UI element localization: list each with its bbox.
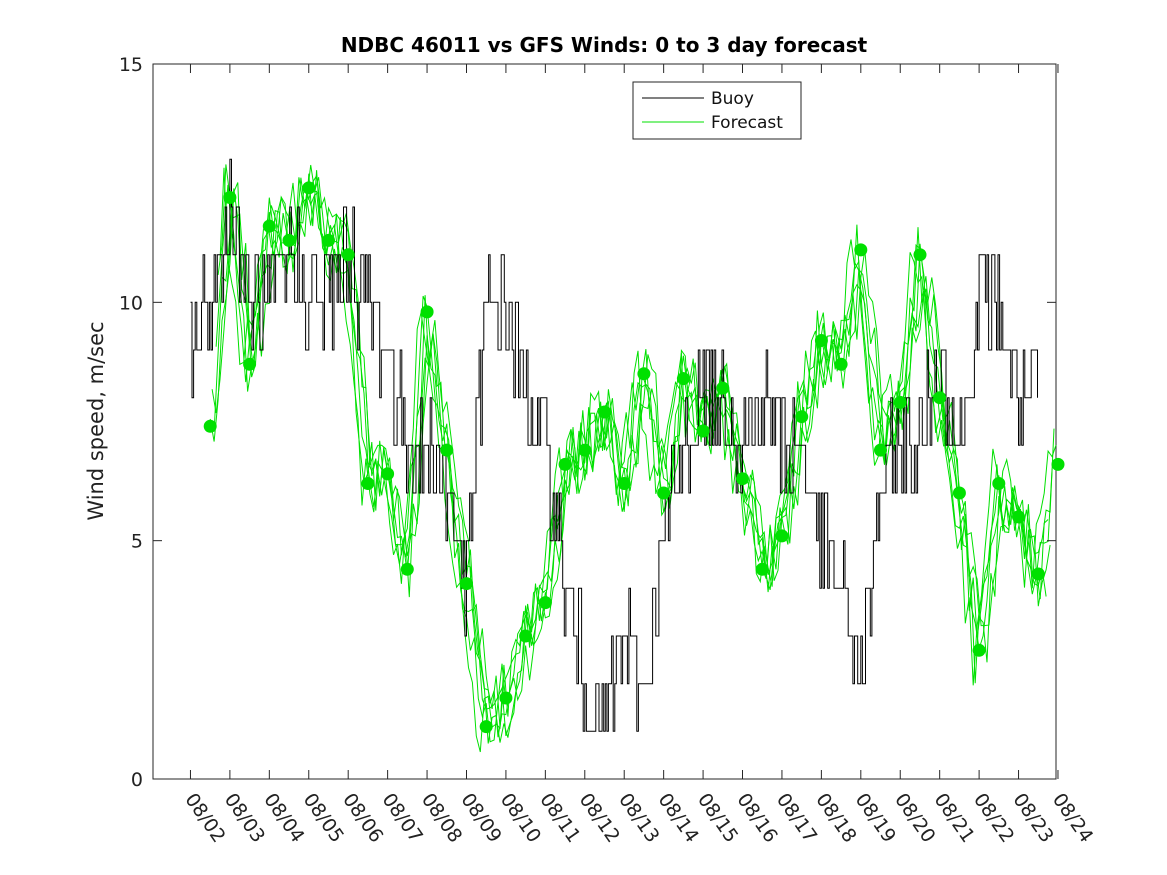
markers-layer	[203, 181, 1065, 734]
forecast-marker	[499, 691, 513, 705]
y-tick-label: 5	[131, 531, 143, 553]
forecast-marker	[795, 410, 809, 424]
forecast-trace	[213, 174, 1051, 737]
forecast-marker	[460, 577, 473, 591]
forecast-marker	[578, 443, 592, 457]
chart-title: NDBC 46011 vs GFS Winds: 0 to 3 day fore…	[341, 33, 868, 57]
y-tick-label: 0	[131, 769, 143, 791]
forecast-marker	[913, 248, 927, 262]
forecast-marker	[716, 381, 730, 395]
forecast-marker	[854, 243, 868, 257]
forecast-marker	[381, 467, 395, 481]
forecast-marker	[519, 629, 533, 643]
buoy-trace	[190, 158, 1038, 732]
forecast-marker	[203, 419, 217, 433]
forecast-marker	[834, 357, 848, 371]
forecast-marker	[558, 457, 572, 471]
forecast-marker	[341, 248, 355, 262]
legend-label-buoy: Buoy	[711, 89, 754, 109]
forecast-marker	[736, 472, 749, 486]
legend: Buoy Forecast	[632, 81, 802, 140]
forecast-marker	[755, 562, 769, 576]
forecast-marker	[775, 529, 789, 543]
forecast-marker	[400, 562, 414, 576]
y-axis: 0 5 10 15	[119, 54, 1056, 791]
forecast-marker	[538, 596, 552, 610]
forecast-marker	[972, 643, 986, 657]
forecast-marker	[657, 486, 671, 500]
y-tick-label: 10	[119, 292, 143, 314]
forecast-marker	[598, 405, 611, 419]
forecast-marker	[302, 181, 316, 195]
forecast-marker	[617, 477, 631, 490]
forecast-marker	[676, 372, 690, 386]
forecast-marker	[1012, 510, 1025, 524]
forecast-marker	[637, 367, 651, 381]
forecast-marker	[952, 486, 966, 500]
legend-label-forecast: Forecast	[711, 113, 783, 133]
forecast-marker	[282, 233, 296, 247]
forecast-marker	[479, 720, 493, 734]
y-tick-label: 15	[119, 54, 143, 76]
forecast-marker	[893, 395, 907, 409]
forecast-marker	[223, 191, 237, 204]
forecast-marker	[992, 477, 1006, 490]
forecast-trace	[217, 164, 1055, 743]
forecast-marker	[440, 443, 454, 457]
forecast-marker	[1051, 457, 1065, 471]
forecast-marker	[243, 357, 257, 371]
forecast-marker	[696, 424, 710, 438]
forecast-marker	[874, 443, 887, 457]
forecast-marker	[814, 334, 828, 347]
forecast-trace	[219, 167, 1057, 753]
y-axis-label: Wind speed, m/sec	[84, 321, 108, 520]
forecast-marker	[933, 391, 947, 405]
forecast-marker	[1031, 567, 1045, 581]
legend-box	[632, 81, 802, 140]
forecast-marker	[361, 477, 375, 490]
forecast-marker	[262, 219, 276, 233]
forecast-marker	[420, 305, 434, 319]
forecast-marker	[322, 233, 335, 247]
